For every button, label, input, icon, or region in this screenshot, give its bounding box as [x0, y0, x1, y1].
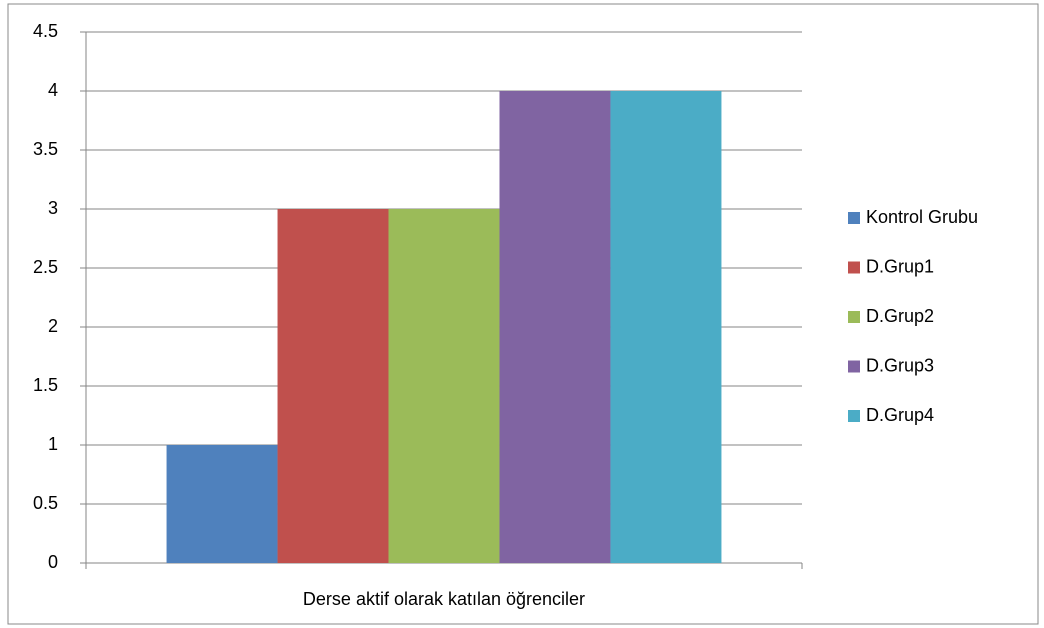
y-tick-label: 2.5 — [33, 257, 58, 277]
bar — [610, 91, 722, 563]
bar — [166, 445, 278, 563]
legend-label: D.Grup4 — [866, 405, 934, 425]
legend-swatch — [848, 212, 860, 224]
y-tick-label: 1.5 — [33, 375, 58, 395]
y-tick-label: 4 — [48, 80, 58, 100]
y-tick-label: 1 — [48, 434, 58, 454]
legend-swatch — [848, 360, 860, 373]
y-tick-label: 2 — [48, 316, 58, 336]
legend-label: D.Grup1 — [866, 256, 934, 276]
y-tick-label: 3.5 — [33, 139, 58, 159]
legend-label: Kontrol Grubu — [866, 207, 978, 227]
legend-swatch — [848, 410, 860, 422]
bar — [277, 209, 389, 563]
legend-swatch — [848, 261, 860, 274]
y-tick-label: 0.5 — [33, 493, 58, 513]
legend-label: D.Grup3 — [866, 355, 934, 375]
y-tick-label: 4.5 — [33, 21, 58, 41]
legend-label: D.Grup2 — [866, 306, 934, 326]
legend-swatch — [848, 311, 860, 323]
y-tick-label: 3 — [48, 198, 58, 218]
x-tick-label: Derse aktif olarak katılan öğrenciler — [303, 589, 585, 609]
bar — [499, 91, 611, 563]
y-tick-label: 0 — [48, 552, 58, 572]
bar — [388, 209, 500, 563]
